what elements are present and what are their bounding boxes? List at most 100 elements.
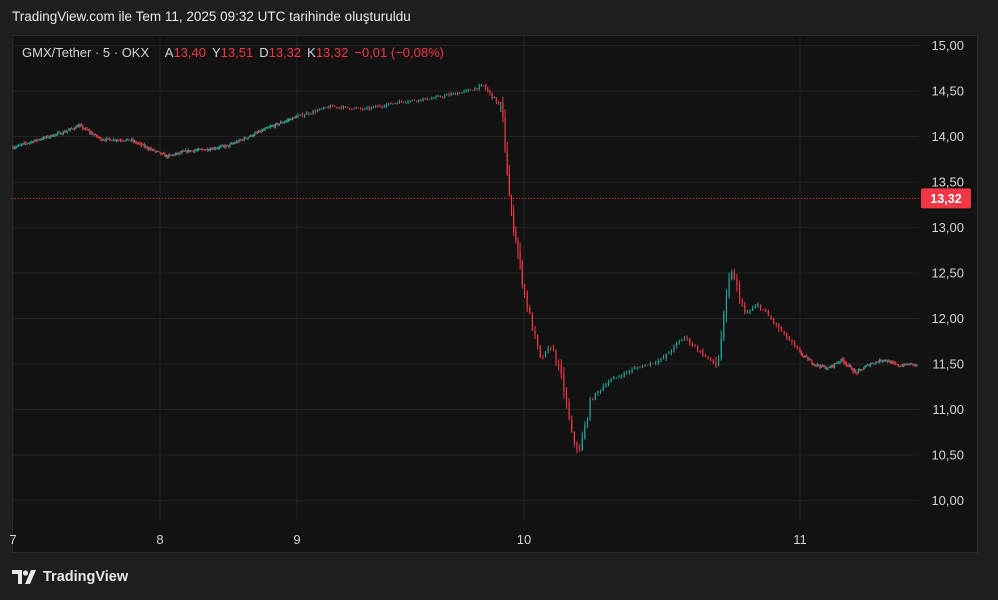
candle: [426, 97, 429, 101]
candle: [168, 153, 170, 159]
candle: [325, 107, 327, 109]
candle: [547, 345, 549, 354]
candle: [312, 109, 314, 115]
candle: [720, 330, 722, 361]
last-price-badge: 13,32: [921, 188, 971, 209]
chart-panel[interactable]: [12, 35, 978, 553]
candle: [112, 137, 115, 141]
candle: [827, 367, 829, 371]
candle: [885, 359, 887, 362]
candle: [531, 311, 534, 332]
candle: [347, 106, 349, 109]
candle: [306, 111, 308, 115]
candle: [257, 130, 260, 134]
candle: [805, 353, 808, 358]
candle: [803, 355, 805, 358]
candle: [602, 383, 604, 392]
candle: [140, 142, 143, 148]
candle: [877, 360, 879, 364]
candle: [424, 97, 426, 100]
candle: [250, 134, 252, 138]
candle: [195, 148, 197, 152]
candle: [497, 100, 500, 105]
tradingview-logo[interactable]: TradingView: [12, 569, 128, 585]
open-key: A: [164, 45, 174, 60]
candle: [295, 114, 297, 119]
candle: [467, 88, 469, 93]
candle: [349, 107, 351, 110]
candle: [571, 415, 573, 434]
candle: [196, 148, 199, 152]
candle: [129, 140, 131, 142]
candle: [515, 226, 517, 244]
candle: [519, 242, 521, 270]
candle: [264, 127, 266, 132]
candle: [145, 144, 147, 149]
candle: [469, 88, 472, 91]
candle: [200, 148, 202, 151]
candle: [411, 99, 413, 102]
candle: [623, 371, 625, 378]
candle: [799, 346, 801, 353]
candle: [268, 125, 270, 128]
candle: [83, 128, 85, 130]
candle: [757, 302, 759, 308]
close-key: K: [307, 45, 316, 60]
candle: [853, 368, 856, 373]
candle: [117, 138, 119, 142]
candle: [164, 152, 166, 157]
candle: [446, 93, 448, 96]
candle: [472, 89, 474, 92]
candle: [431, 96, 433, 100]
time-tick-label: 9: [293, 532, 300, 547]
candle: [665, 353, 667, 361]
candle: [273, 123, 275, 129]
symbol-label[interactable]: GMX/Tether · 5 · OKX: [22, 45, 150, 60]
candle: [248, 135, 251, 138]
candle: [390, 101, 392, 105]
candle: [135, 140, 137, 145]
candle: [534, 325, 536, 340]
price-tick-label: 14,50: [931, 84, 964, 99]
candle: [819, 364, 821, 370]
candle: [209, 147, 212, 152]
candle: [888, 359, 890, 362]
candle: [504, 109, 506, 153]
candle: [181, 150, 183, 155]
candle: [85, 127, 87, 130]
candle: [801, 352, 804, 358]
candle: [45, 135, 48, 139]
candle: [710, 357, 712, 362]
candle: [403, 101, 405, 104]
candle: [154, 150, 157, 154]
candle: [51, 134, 53, 137]
candle: [199, 148, 201, 150]
candle: [221, 144, 223, 147]
candle: [78, 123, 80, 128]
candle: [93, 133, 95, 137]
candle: [563, 367, 565, 399]
candle: [218, 145, 221, 150]
candle: [845, 361, 848, 368]
candle: [118, 139, 120, 141]
candle: [170, 154, 172, 156]
candle: [270, 124, 273, 128]
candle: [544, 351, 547, 358]
candle: [579, 444, 581, 452]
candle: [762, 309, 764, 311]
candle: [394, 102, 396, 105]
candle: [318, 108, 321, 111]
candle: [893, 361, 895, 365]
candle: [461, 91, 463, 94]
candle: [183, 150, 185, 152]
candle: [683, 336, 686, 341]
candle: [676, 341, 678, 349]
candle: [321, 107, 323, 110]
candle: [678, 339, 680, 345]
candle: [915, 363, 917, 368]
candle: [812, 362, 814, 366]
candle: [225, 144, 227, 149]
candle: [796, 345, 798, 350]
low-key: D: [259, 45, 269, 60]
